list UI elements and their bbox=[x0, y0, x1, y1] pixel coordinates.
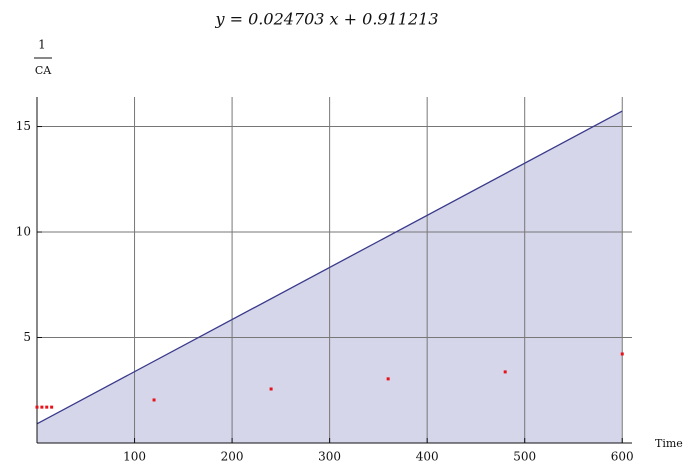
point bbox=[503, 370, 507, 374]
y-tick-label: 15 bbox=[16, 119, 31, 133]
point bbox=[386, 377, 390, 381]
point bbox=[45, 405, 49, 409]
x-tick-label: 600 bbox=[611, 450, 634, 464]
chart-title: y = 0.024703 x + 0.911213 bbox=[215, 10, 439, 29]
x-tick-label: 500 bbox=[513, 450, 536, 464]
y-label-numerator: 1 bbox=[38, 38, 46, 52]
point bbox=[50, 405, 54, 409]
y-tick-label: 5 bbox=[23, 330, 31, 344]
x-tick-label: 200 bbox=[221, 450, 244, 464]
x-tick-label: 300 bbox=[318, 450, 341, 464]
point bbox=[269, 387, 273, 391]
fit-line bbox=[36, 110, 623, 425]
y-label-denominator: CA bbox=[35, 64, 52, 77]
point bbox=[152, 398, 156, 402]
point bbox=[35, 405, 39, 409]
x-tick-label: 400 bbox=[416, 450, 439, 464]
x-label: Time bbox=[655, 437, 683, 450]
point bbox=[620, 352, 624, 356]
point bbox=[40, 405, 44, 409]
y-tick-label: 10 bbox=[16, 225, 31, 239]
x-tick-label: 100 bbox=[123, 450, 146, 464]
